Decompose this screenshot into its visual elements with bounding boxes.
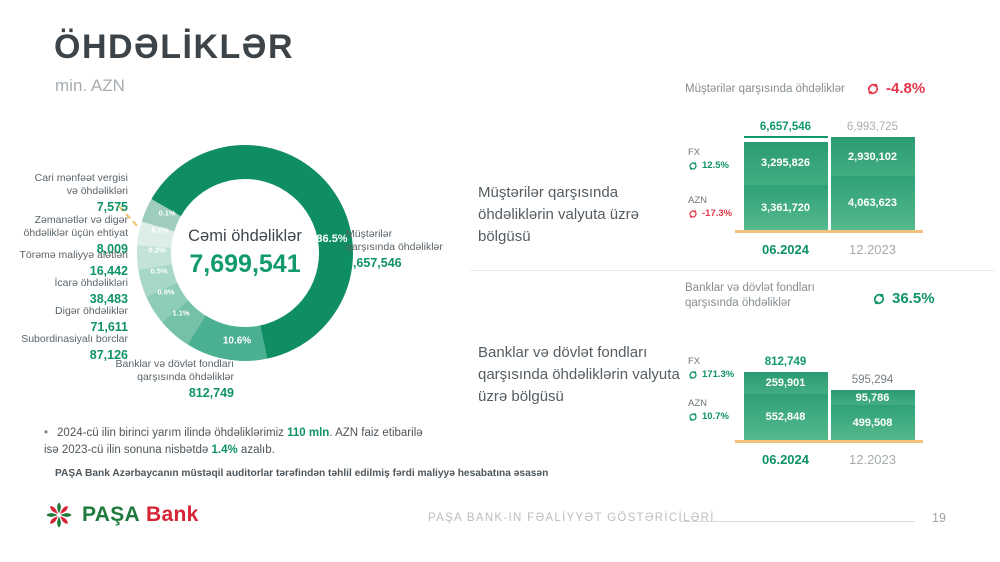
note-highlight: 1.4% (211, 444, 238, 456)
footer-section-label: PAŞA BANK-IN FƏALİYYƏT GÖSTƏRİCİLƏRİ (428, 512, 715, 524)
note-text-segment: 2024-cü ilin birinci yarım ilində öhdəli… (57, 427, 288, 439)
sync-icon (689, 370, 697, 379)
section1-change-value: -4.8% (886, 80, 926, 97)
note-text-segment: isə 2023-cü ilin sonuna nisbətdə (44, 444, 212, 456)
stacked-bar: 3,295,826 3,361,720 (743, 141, 828, 231)
donut-center: Cəmi öhdəliklər 7,699,541 (171, 179, 319, 327)
section2-legend-fx: FX 171.3% (688, 356, 735, 380)
pasha-bank-logo-icon (46, 502, 72, 528)
bar-segment-azn: 552,848 (743, 393, 828, 440)
bar-segment-azn: 499,508 (830, 405, 915, 440)
donut-chart: 86.5% 10.6% 1.1% 0.9% 0.5% 0.2% 0.1% 0.1… (137, 145, 353, 361)
section2-change-value: 36.5% (892, 290, 935, 307)
brand-name: PAŞA (82, 503, 140, 526)
sync-icon (689, 209, 697, 218)
bar-total-label: 6,993,725 (846, 121, 899, 133)
bar-column-12-2023: 595,294 95,786 499,508 (830, 374, 915, 440)
donut-center-label: Cəmi öhdəliklər (188, 227, 302, 245)
bar-segment-azn: 4,063,623 (830, 176, 915, 230)
stacked-bar-chart-banklar: 812,749 259,901 552,848 595,294 95,786 4… (735, 322, 923, 467)
summary-note-text: 2024-cü ilin birinci yarım ilində öhdəli… (44, 427, 423, 456)
donut-slice-pct: 10.6% (222, 335, 252, 347)
unit-label: min. AZN (55, 76, 125, 95)
section1-change-badge: -4.8% (866, 80, 925, 97)
donut-label-zemanetler: Zəmanətlər və digər öhdəliklər üçün ehti… (23, 214, 128, 256)
donut-label-banklar: Banklar və dövlət fondları qarşısında öh… (115, 358, 234, 400)
donut-center-value: 7,699,541 (189, 250, 301, 278)
footer-rule (680, 521, 915, 522)
section1-legend-fx: FX 12.5% (688, 147, 729, 171)
bar-total-label: 595,294 (851, 374, 894, 387)
sync-icon (868, 82, 878, 95)
chart-baseline (735, 440, 923, 443)
page-number: 19 (932, 511, 946, 525)
section1-legend-azn: AZN -17.3% (688, 195, 733, 219)
donut-label-diger: Digər öhdəliklər 71,611 (55, 305, 128, 334)
donut-slice-pct: 0.5% (150, 266, 168, 276)
bar-total-label: 812,749 (764, 356, 807, 368)
chart-baseline (735, 230, 923, 233)
section1-description: Müştərilər qarşısında öhdəliklərin valyu… (478, 184, 639, 245)
note-highlight: 110 mln (287, 427, 330, 439)
donut-label-icare: İcarə öhdəlikləri 38,483 (54, 277, 128, 306)
donut-slice-pct: 0.1% (158, 208, 176, 218)
donut-label-subordinasiya: Subordinasiyalı borclar 87,126 (21, 333, 128, 362)
x-axis-label-current: 06.2024 (762, 452, 809, 467)
bar-segment-fx: 95,786 (830, 390, 915, 406)
stacked-bar: 95,786 499,508 (830, 390, 915, 440)
x-axis-label-current: 06.2024 (762, 242, 809, 257)
audit-footnote: PAŞA Bank Azərbaycanın müstəqil auditorl… (55, 468, 549, 479)
page-title: ÖHDƏLİKLƏR (54, 28, 295, 66)
bar-segment-azn: 3,361,720 (743, 185, 828, 230)
donut-label-musteriler: Müştərilər qarşısında öhdəliklər 6,657,5… (346, 228, 443, 270)
bar-segment-fx: 3,295,826 (743, 141, 828, 186)
sync-icon (874, 292, 884, 305)
brand-suffix: Bank (146, 503, 199, 526)
sync-icon (689, 412, 697, 421)
stacked-bar: 2,930,102 4,063,623 (830, 137, 915, 230)
bar-segment-fx: 259,901 (743, 372, 828, 394)
donut-slice-pct: 1.1% (172, 308, 190, 318)
bar-total-label: 6,657,546 (743, 121, 828, 138)
bullet-dot: • (44, 427, 49, 439)
donut-slice-pct: 86.5% (316, 233, 348, 245)
stacked-bar: 259,901 552,848 (743, 372, 828, 440)
note-text-segment: azalıb. (237, 444, 275, 456)
section1-header: Müştərilər qarşısında öhdəliklər (685, 83, 845, 95)
summary-note: • 2024-cü ilin birinci yarım ilində öhdəl… (44, 425, 484, 459)
section2-header: Banklar və dövlət fondları qarşısında öh… (685, 282, 815, 309)
donut-label-toreme: Törəmə maliyyə alətləri 16,442 (19, 249, 128, 278)
stacked-bar-chart-musteriler: 6,657,546 3,295,826 3,361,720 6,993,725 … (735, 112, 923, 257)
note-text-segment: . AZN faiz etibarilə (329, 427, 423, 439)
donut-slice-pct: 0.2% (148, 245, 166, 255)
bar-column-06-2024: 812,749 259,901 552,848 (743, 356, 828, 440)
sync-icon (689, 161, 697, 170)
donut-slice-pct: 0.9% (157, 287, 175, 297)
pasha-bank-logo: PAŞA Bank (44, 500, 199, 530)
x-axis-label-previous: 12.2023 (849, 452, 896, 467)
x-axis-label-previous: 12.2023 (849, 242, 896, 257)
section2-legend-azn: AZN 10.7% (688, 398, 729, 422)
donut-label-cari-menfeet: Cari mənfəət vergisi və öhdəlikləri 7,57… (34, 172, 128, 214)
section2-change-badge: 36.5% (872, 290, 935, 307)
section-divider (470, 270, 995, 271)
donut-slice-pct: 0.1% (151, 225, 169, 235)
bar-column-12-2023: 6,993,725 2,930,102 4,063,623 (830, 121, 915, 230)
section2-description: Banklar və dövlət fondları qarşısında öh… (478, 344, 680, 405)
bar-column-06-2024: 6,657,546 3,295,826 3,361,720 (743, 121, 828, 231)
bar-segment-fx: 2,930,102 (830, 137, 915, 176)
